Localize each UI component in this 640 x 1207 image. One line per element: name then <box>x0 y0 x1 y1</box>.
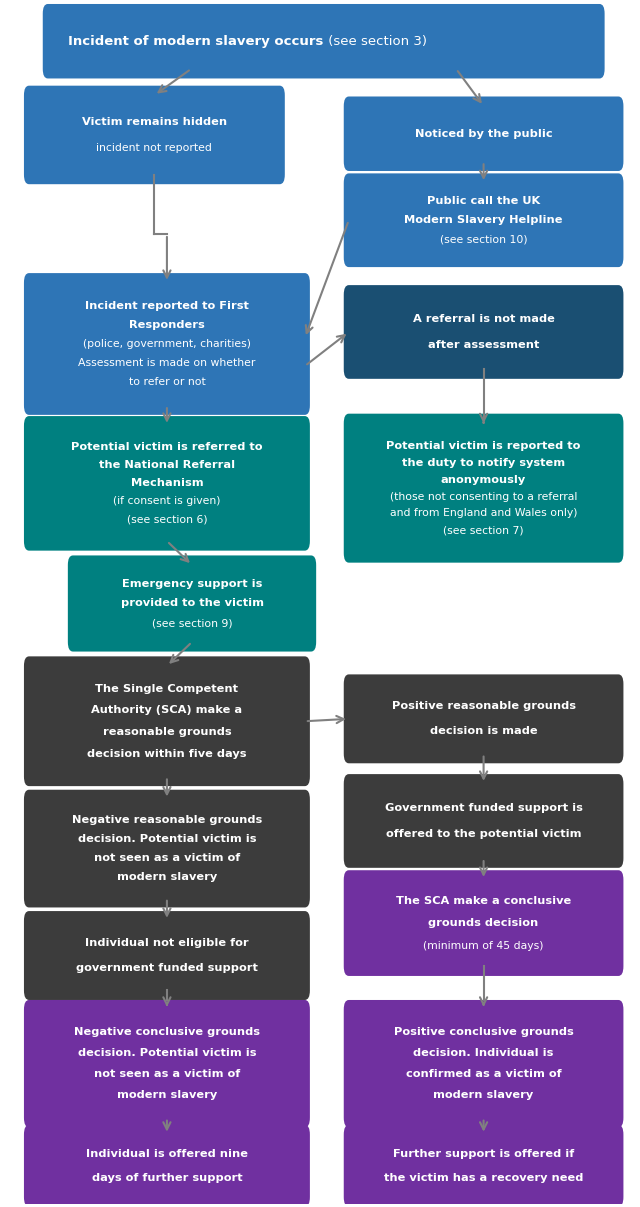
Text: Noticed by the public: Noticed by the public <box>415 129 552 139</box>
Text: Potential victim is referred to: Potential victim is referred to <box>71 443 262 453</box>
Text: reasonable grounds: reasonable grounds <box>102 727 231 737</box>
Text: (see section 3): (see section 3) <box>324 35 427 48</box>
FancyBboxPatch shape <box>344 774 623 868</box>
FancyBboxPatch shape <box>24 1125 310 1207</box>
Text: decision is made: decision is made <box>430 727 538 736</box>
Text: Individual is offered nine: Individual is offered nine <box>86 1149 248 1159</box>
Text: modern slavery: modern slavery <box>116 873 217 882</box>
Text: Assessment is made on whether: Assessment is made on whether <box>78 358 255 368</box>
Text: Authority (SCA) make a: Authority (SCA) make a <box>92 705 243 716</box>
Text: anonymously: anonymously <box>441 474 526 485</box>
FancyBboxPatch shape <box>24 789 310 908</box>
FancyBboxPatch shape <box>24 911 310 999</box>
Text: Responders: Responders <box>129 320 205 330</box>
Text: decision. Individual is: decision. Individual is <box>413 1048 554 1059</box>
Text: (police, government, charities): (police, government, charities) <box>83 339 251 349</box>
Text: Modern Slavery Helpline: Modern Slavery Helpline <box>404 215 563 226</box>
Text: Incident of modern slavery occurs: Incident of modern slavery occurs <box>68 35 324 48</box>
Text: government funded support: government funded support <box>76 963 258 973</box>
FancyBboxPatch shape <box>24 657 310 786</box>
Text: Victim remains hidden: Victim remains hidden <box>82 117 227 127</box>
Text: the duty to notify system: the duty to notify system <box>402 457 565 468</box>
FancyBboxPatch shape <box>68 555 316 652</box>
Text: (if consent is given): (if consent is given) <box>113 496 221 507</box>
FancyBboxPatch shape <box>24 86 285 185</box>
Text: (those not consenting to a referral: (those not consenting to a referral <box>390 491 577 502</box>
FancyBboxPatch shape <box>344 414 623 562</box>
Text: offered to the potential victim: offered to the potential victim <box>386 828 581 839</box>
Text: not seen as a victim of: not seen as a victim of <box>94 1069 240 1079</box>
Text: days of further support: days of further support <box>92 1173 242 1183</box>
Text: Negative reasonable grounds: Negative reasonable grounds <box>72 815 262 824</box>
Text: Government funded support is: Government funded support is <box>385 804 582 814</box>
Text: and from England and Wales only): and from England and Wales only) <box>390 508 577 519</box>
FancyBboxPatch shape <box>344 870 623 976</box>
Text: the National Referral: the National Referral <box>99 460 235 471</box>
Text: Potential victim is reported to: Potential victim is reported to <box>387 441 580 451</box>
FancyBboxPatch shape <box>344 999 623 1127</box>
Text: Mechanism: Mechanism <box>131 478 204 489</box>
Text: Positive conclusive grounds: Positive conclusive grounds <box>394 1027 573 1037</box>
Text: decision within five days: decision within five days <box>87 748 246 758</box>
Text: (see section 10): (see section 10) <box>440 234 527 245</box>
Text: confirmed as a victim of: confirmed as a victim of <box>406 1069 561 1079</box>
Text: Individual not eligible for: Individual not eligible for <box>85 938 249 947</box>
Text: modern slavery: modern slavery <box>116 1090 217 1101</box>
FancyBboxPatch shape <box>344 97 623 171</box>
FancyBboxPatch shape <box>24 416 310 550</box>
Text: not seen as a victim of: not seen as a victim of <box>94 853 240 863</box>
Text: The SCA make a conclusive: The SCA make a conclusive <box>396 896 572 905</box>
FancyBboxPatch shape <box>344 675 623 763</box>
Text: modern slavery: modern slavery <box>433 1090 534 1101</box>
Text: grounds decision: grounds decision <box>428 919 539 928</box>
Text: provided to the victim: provided to the victim <box>120 599 264 608</box>
Text: (see section 9): (see section 9) <box>152 618 232 629</box>
FancyBboxPatch shape <box>24 999 310 1127</box>
Text: Negative conclusive grounds: Negative conclusive grounds <box>74 1027 260 1037</box>
Text: Incident reported to First: Incident reported to First <box>85 301 249 310</box>
FancyBboxPatch shape <box>344 174 623 267</box>
Text: (see section 6): (see section 6) <box>127 514 207 524</box>
Text: decision. Potential victim is: decision. Potential victim is <box>77 1048 256 1059</box>
Text: Public call the UK: Public call the UK <box>427 196 540 206</box>
Text: the victim has a recovery need: the victim has a recovery need <box>384 1173 583 1183</box>
FancyBboxPatch shape <box>24 273 310 415</box>
Text: (see section 7): (see section 7) <box>444 525 524 536</box>
FancyBboxPatch shape <box>344 285 623 379</box>
Text: (minimum of 45 days): (minimum of 45 days) <box>423 940 544 951</box>
Text: Positive reasonable grounds: Positive reasonable grounds <box>392 701 575 711</box>
Text: Further support is offered if: Further support is offered if <box>393 1149 574 1159</box>
Text: after assessment: after assessment <box>428 339 540 350</box>
FancyBboxPatch shape <box>43 4 605 78</box>
FancyBboxPatch shape <box>344 1125 623 1207</box>
Text: Emergency support is: Emergency support is <box>122 578 262 589</box>
Text: incident not reported: incident not reported <box>97 142 212 152</box>
Text: The Single Competent: The Single Competent <box>95 684 239 694</box>
Text: decision. Potential victim is: decision. Potential victim is <box>77 834 256 844</box>
Text: to refer or not: to refer or not <box>129 378 205 387</box>
Text: A referral is not made: A referral is not made <box>413 314 554 325</box>
